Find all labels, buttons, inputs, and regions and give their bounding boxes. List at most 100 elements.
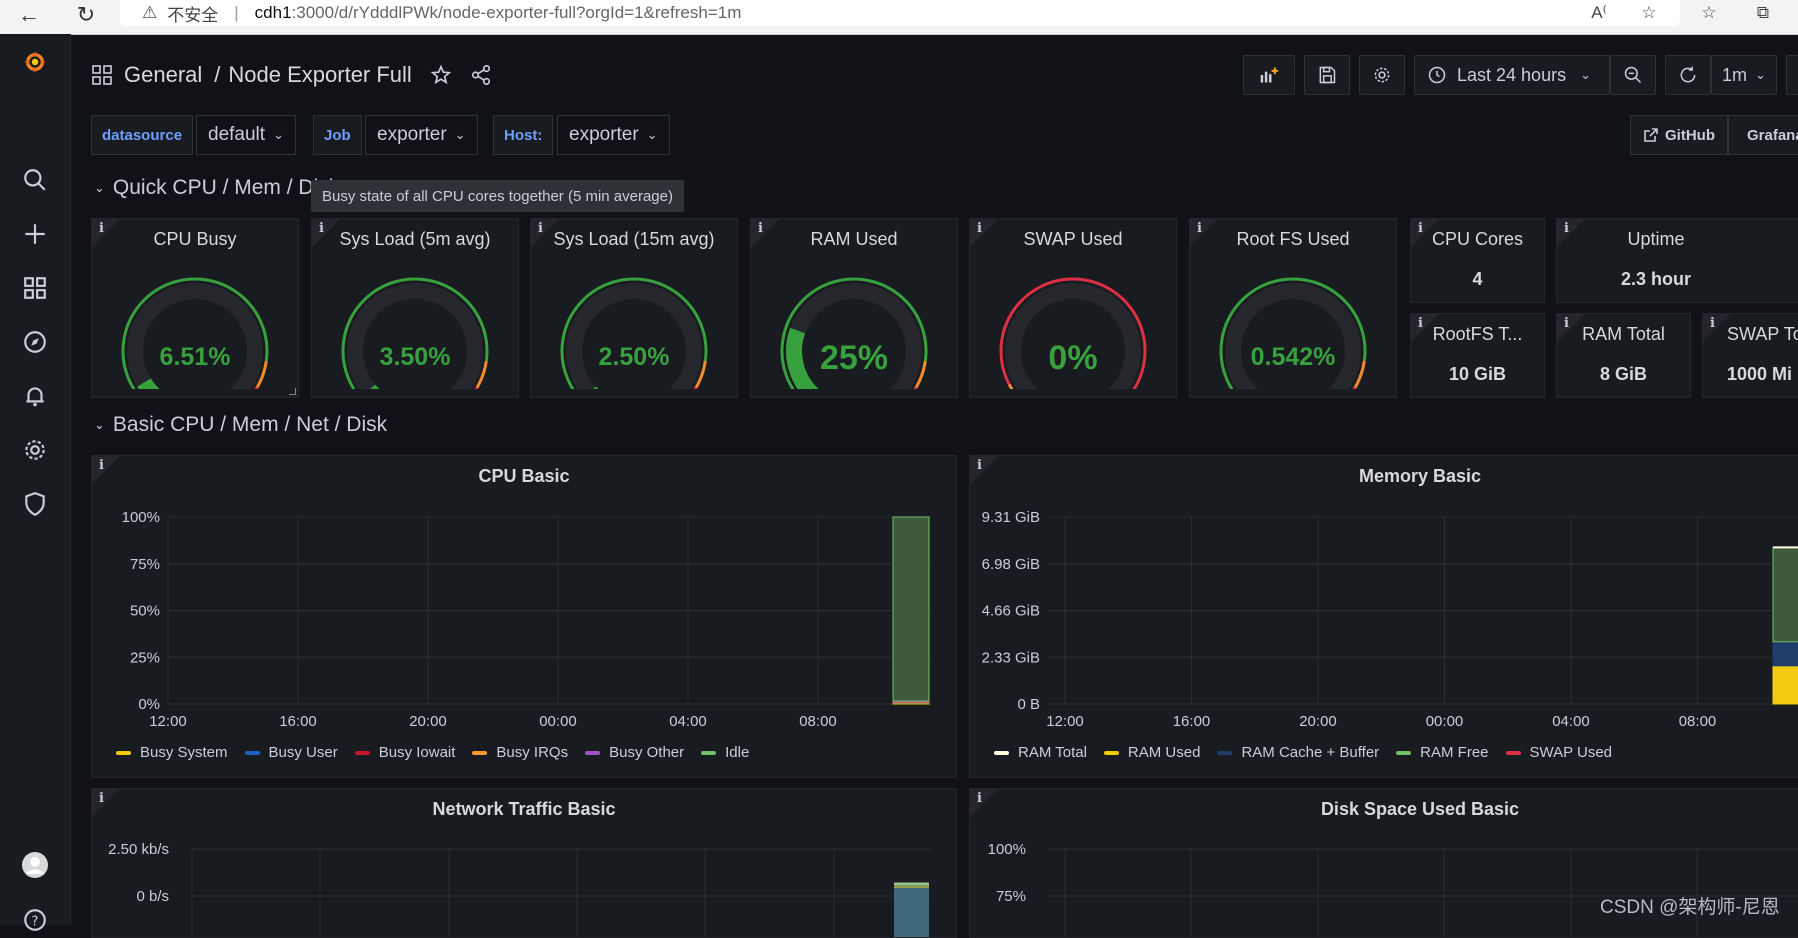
gauge-panel-sys-load-5m[interactable]: i Sys Load (5m avg) 3.50% xyxy=(311,218,519,398)
help-icon[interactable]: ? xyxy=(17,902,53,938)
gauge-panel-ram-used[interactable]: i RAM Used 25% xyxy=(750,218,958,398)
resize-handle[interactable] xyxy=(289,388,296,395)
panel-info-corner[interactable] xyxy=(1557,219,1585,247)
save-dashboard-button[interactable] xyxy=(1304,55,1350,95)
info-icon: i xyxy=(99,458,104,473)
legend-item[interactable]: RAM Cache + Buffer xyxy=(1217,744,1379,761)
user-avatar-icon[interactable] xyxy=(17,847,53,883)
graph-panel-memory-basic[interactable]: i Memory Basic 9.31 GiB 6.98 GiB 4.66 GiB 2… xyxy=(969,455,1798,778)
panel-info-corner[interactable] xyxy=(1411,219,1439,247)
series-area xyxy=(1772,641,1798,667)
stat-panel-uptime[interactable]: i Uptime 2.3 hour xyxy=(1556,218,1798,303)
legend-item[interactable]: Busy Iowait xyxy=(354,744,455,761)
legend-swatch xyxy=(1396,750,1412,755)
address-bar[interactable]: ⚠ 不安全 | cdh1 :3000/d/rYdddlPWk/node-expo… xyxy=(120,0,1680,26)
gauge-track xyxy=(566,283,702,389)
stat-panel-rootfs-total[interactable]: i RootFS T... 10 GiB xyxy=(1410,313,1545,398)
memory-basic-chart[interactable]: 9.31 GiB 6.98 GiB 4.66 GiB 2.33 GiB 0 B 12:00… xyxy=(970,456,1798,746)
back-icon[interactable]: ← xyxy=(18,2,40,27)
read-aloud-icon[interactable]: A⁽ xyxy=(1591,3,1607,22)
legend-item[interactable]: Busy User xyxy=(244,744,338,761)
configuration-gear-icon[interactable] xyxy=(17,432,53,468)
panel-info-corner[interactable] xyxy=(92,456,120,484)
refresh-button[interactable] xyxy=(1665,55,1711,95)
panel-info-corner[interactable] xyxy=(970,219,998,247)
refresh-interval-picker[interactable]: 1m ⌄ xyxy=(1711,55,1777,95)
server-admin-shield-icon[interactable] xyxy=(17,486,53,522)
grafana-logo-icon[interactable] xyxy=(17,44,53,80)
panel-info-corner[interactable] xyxy=(1190,219,1218,247)
legend-label: Busy IRQs xyxy=(496,744,569,761)
reload-icon[interactable]: ↻ xyxy=(76,2,96,27)
disk-space-chart[interactable]: 100% 75% xyxy=(970,789,1798,938)
panel-info-corner[interactable] xyxy=(970,789,998,817)
alerting-bell-icon[interactable] xyxy=(17,378,53,414)
info-icon: i xyxy=(758,221,763,236)
legend-item[interactable]: SWAP Used xyxy=(1505,744,1613,761)
cpu-basic-chart[interactable]: 100% 75% 50% 25% 0%12:00 16:00 20:00 00:00 04:00… xyxy=(92,456,957,746)
legend-item[interactable]: Idle xyxy=(701,744,749,761)
y-tick-label: 0% xyxy=(138,696,160,713)
view-mode-button[interactable] xyxy=(1786,55,1798,95)
dashboards-icon[interactable] xyxy=(17,270,53,306)
panel-info-corner[interactable] xyxy=(531,219,559,247)
legend-item[interactable]: Busy IRQs xyxy=(472,744,568,761)
dashboard-title[interactable]: Node Exporter Full xyxy=(228,62,412,87)
gauge-panel-swap-used[interactable]: i SWAP Used 0% xyxy=(969,218,1177,398)
gauge-panel-root-fs-used[interactable]: i Root FS Used 0.542% xyxy=(1189,218,1397,398)
refresh-interval-label: 1m xyxy=(1722,64,1748,85)
add-favorite-icon[interactable]: ☆ xyxy=(1641,3,1657,22)
search-icon[interactable] xyxy=(17,162,53,198)
time-range-picker[interactable]: Last 24 hours ⌄ xyxy=(1414,55,1610,95)
stat-panel-cpu-cores[interactable]: i CPU Cores 4 xyxy=(1410,218,1545,303)
grafana-link[interactable]: Grafana xyxy=(1728,115,1798,155)
panel-info-corner[interactable] xyxy=(92,789,120,817)
panel-info-corner[interactable] xyxy=(312,219,340,247)
panel-info-corner[interactable] xyxy=(1411,314,1439,342)
panel-info-corner[interactable] xyxy=(751,219,779,247)
variable-select-job[interactable]: exporter ⌄ xyxy=(365,115,478,155)
graph-panel-cpu-basic[interactable]: i CPU Basic 100% 75% 50% 25% 0% 12:00 16:00 20:… xyxy=(91,455,957,778)
stat-value: 4 xyxy=(1472,269,1483,289)
dashboard-settings-button[interactable] xyxy=(1359,55,1405,95)
legend-label: Busy System xyxy=(140,744,228,761)
panel-info-corner[interactable] xyxy=(92,219,120,247)
panel-info-corner[interactable] xyxy=(970,456,998,484)
legend-item[interactable]: RAM Used xyxy=(1103,744,1200,761)
share-icon[interactable] xyxy=(470,64,492,86)
star-icon[interactable] xyxy=(430,64,452,86)
legend-swatch xyxy=(1505,750,1521,755)
collections-icon[interactable]: ⧉ xyxy=(1756,3,1770,22)
row-basic-cpu-mem-net-disk[interactable]: ⌄ Basic CPU / Mem / Net / Disk xyxy=(94,413,387,437)
variable-select-host[interactable]: exporter ⌄ xyxy=(557,115,670,155)
watermark: CSDN @架构师-尼恩 xyxy=(1600,897,1780,918)
legend-item[interactable]: Busy Other xyxy=(585,744,684,761)
folder-link[interactable]: General xyxy=(124,62,203,87)
gauge: 0.542% xyxy=(1190,269,1396,389)
stat-panel-swap-total[interactable]: i SWAP To 1000 Mi xyxy=(1702,313,1798,398)
legend-item[interactable]: RAM Total xyxy=(994,744,1087,761)
variable-select-datasource[interactable]: default ⌄ xyxy=(196,115,296,155)
legend-item[interactable]: Busy System xyxy=(116,744,228,761)
create-plus-icon[interactable] xyxy=(17,216,53,252)
favorites-icon[interactable]: ☆ xyxy=(1701,3,1717,22)
gauge-panel-cpu-busy[interactable]: i CPU Busy 6.51% xyxy=(91,218,299,398)
row-quick-cpu-mem-disk[interactable]: ⌄ Quick CPU / Mem / Disk xyxy=(94,176,339,200)
x-tick-label: 04:00 xyxy=(1552,713,1590,730)
add-panel-button[interactable] xyxy=(1243,55,1295,95)
zoom-out-button[interactable] xyxy=(1610,55,1656,95)
stat-value: 2.3 hour xyxy=(1620,269,1691,289)
network-traffic-chart[interactable]: 2.50 kb/s0 b/s-2.5 kb/s xyxy=(92,789,957,938)
legend-label: SWAP Used xyxy=(1529,744,1613,761)
legend-item[interactable]: RAM Free xyxy=(1396,744,1489,761)
graph-panel-network-traffic-basic[interactable]: i Network Traffic Basic 2.50 kb/s0 b/s-2… xyxy=(91,788,957,938)
panel-info-corner[interactable] xyxy=(1703,314,1731,342)
graph-panel-disk-space-used-basic[interactable]: i Disk Space Used Basic 100% 75% xyxy=(969,788,1798,938)
stat-panel-ram-total[interactable]: i RAM Total 8 GiB xyxy=(1556,313,1691,398)
github-link[interactable]: GitHub xyxy=(1630,115,1728,155)
info-icon: i xyxy=(1418,316,1423,331)
explore-compass-icon[interactable] xyxy=(17,324,53,360)
panel-info-corner[interactable] xyxy=(1557,314,1585,342)
gauge-panel-sys-load-15m[interactable]: i Sys Load (15m avg) 2.50% xyxy=(530,218,738,398)
series-area xyxy=(892,516,930,702)
